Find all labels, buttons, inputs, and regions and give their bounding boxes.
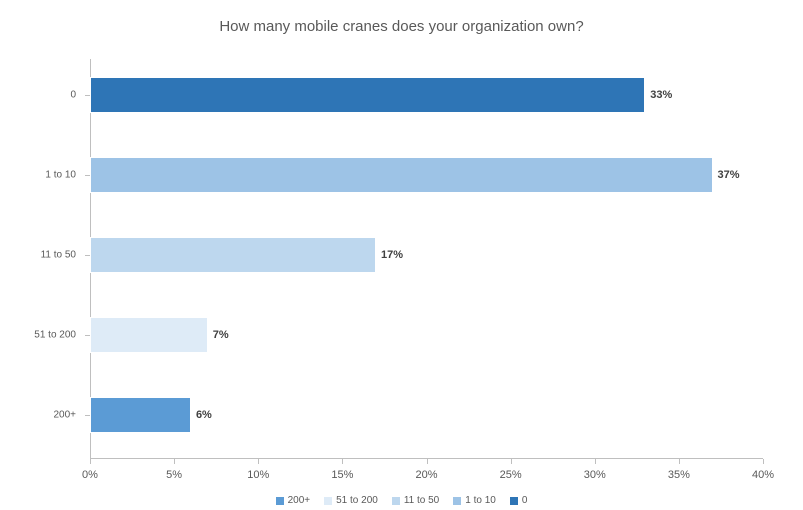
legend-swatch [276, 497, 284, 505]
legend-swatch [324, 497, 332, 505]
x-tick [258, 459, 259, 464]
legend: 200+ 51 to 200 11 to 50 1 to 10 0 [0, 495, 803, 506]
bar-row: 7%51 to 200 [90, 317, 763, 353]
bar-row: 17%11 to 50 [90, 237, 763, 273]
y-tick [85, 255, 90, 256]
x-tick-label: 20% [415, 469, 437, 481]
bar: 17% [90, 237, 376, 273]
bar-value-label: 7% [213, 329, 229, 341]
x-tick-label: 15% [331, 469, 353, 481]
chart-title: How many mobile cranes does your organiz… [40, 18, 763, 35]
x-tick-label: 10% [247, 469, 269, 481]
y-category-label: 1 to 10 [45, 170, 76, 181]
legend-item: 51 to 200 [324, 495, 378, 506]
y-category-label: 0 [70, 90, 76, 101]
bar: 37% [90, 157, 713, 193]
x-tick [427, 459, 428, 464]
y-tick [85, 415, 90, 416]
x-tick [679, 459, 680, 464]
legend-item: 11 to 50 [392, 495, 439, 506]
y-category-label: 51 to 200 [34, 330, 76, 341]
x-tick [90, 459, 91, 464]
legend-swatch [453, 497, 461, 505]
x-tick-label: 0% [82, 469, 98, 481]
x-tick [763, 459, 764, 464]
y-tick [85, 95, 90, 96]
x-tick [342, 459, 343, 464]
bar-value-label: 33% [650, 89, 672, 101]
legend-swatch [392, 497, 400, 505]
y-category-label: 11 to 50 [41, 250, 76, 261]
plot-area: 0%5%10%15%20%25%30%35%40%33%037%1 to 101… [90, 59, 763, 459]
legend-label: 200+ [288, 495, 311, 506]
bar: 7% [90, 317, 208, 353]
legend-label: 0 [522, 495, 528, 506]
bar-row: 6%200+ [90, 397, 763, 433]
y-category-label: 200+ [53, 410, 76, 421]
bar: 33% [90, 77, 645, 113]
legend-label: 11 to 50 [404, 495, 439, 506]
x-tick [174, 459, 175, 464]
bar-value-label: 37% [718, 169, 740, 181]
y-tick [85, 175, 90, 176]
bar: 6% [90, 397, 191, 433]
legend-label: 1 to 10 [465, 495, 496, 506]
x-tick-label: 35% [668, 469, 690, 481]
legend-item: 1 to 10 [453, 495, 496, 506]
bar-row: 33%0 [90, 77, 763, 113]
bar-value-label: 6% [196, 409, 212, 421]
legend-label: 51 to 200 [336, 495, 378, 506]
legend-item: 0 [510, 495, 528, 506]
x-tick [595, 459, 596, 464]
y-tick [85, 335, 90, 336]
x-tick-label: 25% [500, 469, 522, 481]
legend-item: 200+ [276, 495, 311, 506]
x-tick-label: 40% [752, 469, 774, 481]
chart-container: How many mobile cranes does your organiz… [0, 0, 803, 510]
bar-value-label: 17% [381, 249, 403, 261]
x-tick [511, 459, 512, 464]
bar-row: 37%1 to 10 [90, 157, 763, 193]
x-tick-label: 30% [584, 469, 606, 481]
x-tick-label: 5% [166, 469, 182, 481]
legend-swatch [510, 497, 518, 505]
